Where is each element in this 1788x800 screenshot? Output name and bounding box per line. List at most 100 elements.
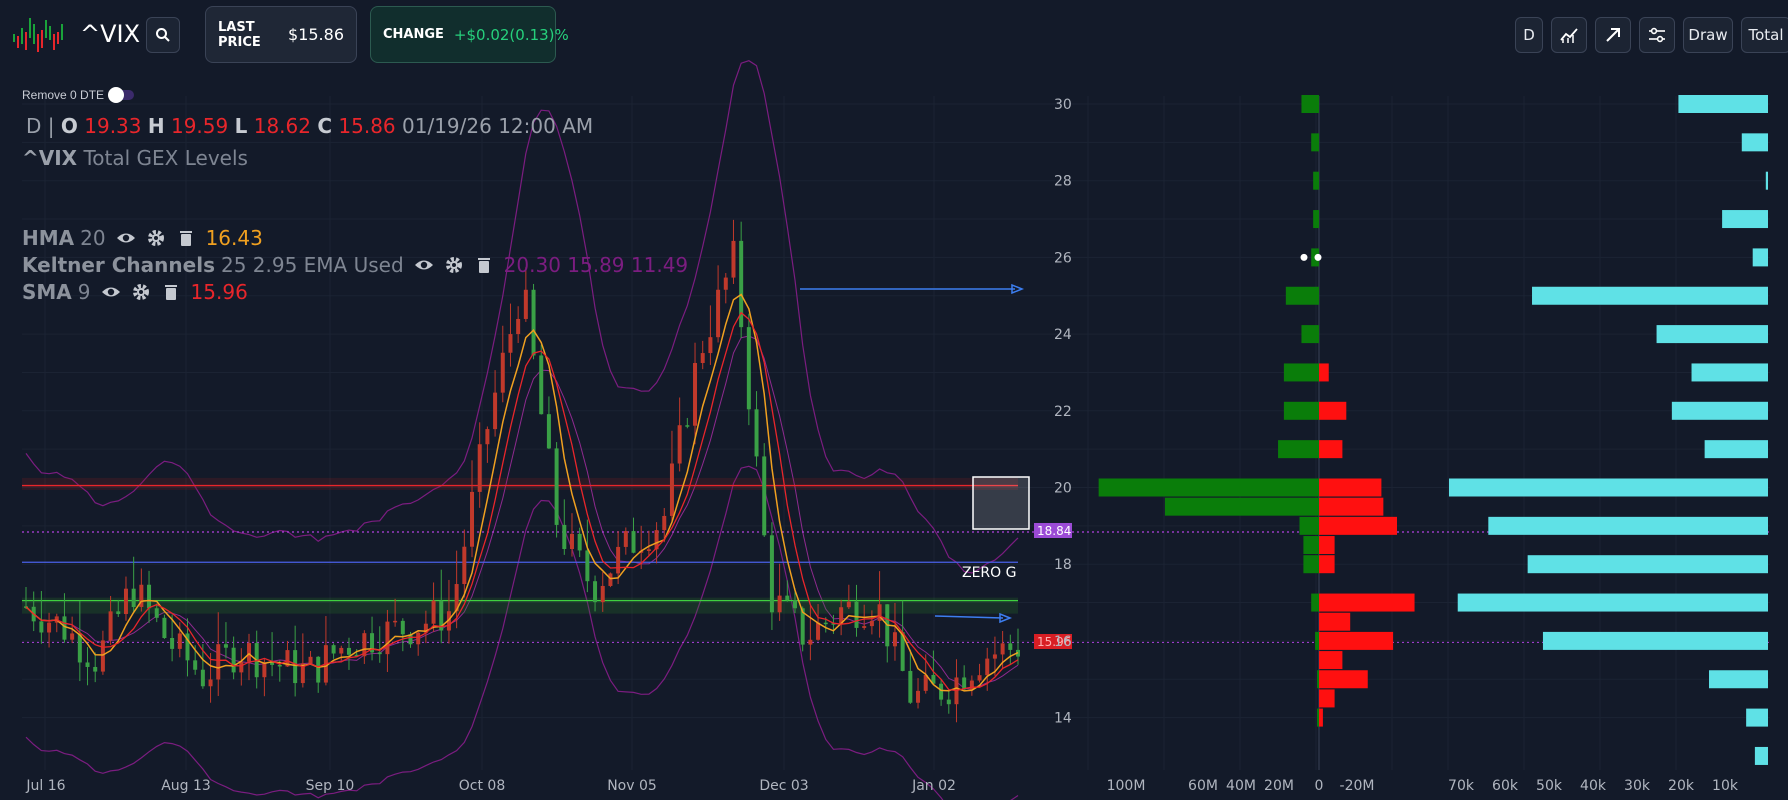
gex-bar: [1319, 612, 1351, 631]
search-button[interactable]: [146, 17, 180, 53]
candle-body: [1008, 643, 1013, 650]
change-value: +$0.02(0.13)%: [453, 25, 569, 44]
price-tag-upper: 18.84: [1037, 524, 1071, 538]
draw-label: Draw: [1688, 26, 1728, 44]
gex-bar: [1311, 248, 1319, 267]
eye-icon[interactable]: [116, 228, 136, 248]
candle-body: [316, 656, 321, 683]
total-gex-bar: [1722, 210, 1768, 229]
zero-gamma-label: ZERO G: [962, 565, 1016, 581]
candle-body: [485, 429, 490, 445]
remove-0dte-label: Remove 0 DTE: [22, 88, 105, 102]
candle-body: [193, 660, 198, 670]
top-bar: ^VIX LAST PRICE $15.86 CHANGE +$0.02(0.1…: [0, 0, 1788, 70]
candle-body: [962, 677, 967, 690]
gex-axis-label: 20M: [1264, 778, 1294, 794]
candle-body: [508, 334, 513, 353]
eye-icon[interactable]: [101, 282, 121, 302]
candle-body: [869, 620, 874, 627]
price-axis-label: 28: [1054, 174, 1072, 190]
candle-body: [669, 463, 674, 516]
candle-body: [70, 633, 75, 640]
settings-sliders-button[interactable]: [1639, 17, 1675, 53]
candle-body: [862, 626, 867, 628]
trend-line-button[interactable]: [1595, 17, 1631, 53]
candle-body: [685, 425, 690, 427]
candle-body: [385, 621, 390, 655]
gex-bar: [1319, 363, 1329, 382]
trend-arrow-icon: [1606, 28, 1620, 42]
total-gex-bar: [1765, 171, 1768, 190]
candle-body: [239, 661, 244, 673]
gex-levels: [22, 477, 1770, 643]
total-gex-axis-label: 70k: [1448, 778, 1475, 794]
gex-bar: [1319, 631, 1394, 650]
price-tag-current: 15.96: [1037, 635, 1071, 649]
candle-body: [162, 617, 167, 638]
time-axis-label: Jan 02: [911, 778, 956, 794]
candle-body: [423, 623, 428, 633]
candle-body: [554, 448, 559, 525]
candle-body: [523, 289, 528, 319]
gex-bar: [1319, 651, 1343, 670]
ohlc-close: 15.86: [338, 114, 396, 138]
gex-bar: [1319, 536, 1335, 555]
candle-body: [1016, 649, 1020, 657]
grid: [22, 96, 1770, 770]
trash-icon[interactable]: [161, 282, 181, 302]
candle-body: [116, 611, 121, 615]
draw-button[interactable]: Draw: [1683, 17, 1733, 53]
eye-icon[interactable]: [414, 255, 434, 275]
ohlc-open-label: O: [60, 114, 78, 138]
candle-body: [108, 611, 113, 641]
gex-axis-label: -20M: [1340, 778, 1375, 794]
chart-type-button[interactable]: [1551, 17, 1587, 53]
candle-body: [500, 352, 505, 393]
trash-icon[interactable]: [474, 255, 494, 275]
candle-body: [85, 662, 90, 667]
candle-body: [47, 622, 52, 633]
candle-body: [254, 643, 259, 678]
total-button[interactable]: Total: [1741, 17, 1788, 53]
candle-body: [285, 650, 290, 667]
gear-icon[interactable]: [131, 282, 151, 302]
indicator-keltner-value: 20.30 15.89 11.49: [503, 253, 689, 277]
gear-icon[interactable]: [444, 255, 464, 275]
total-gex-bar: [1656, 325, 1768, 344]
candle-body: [416, 632, 421, 645]
ohlc-low-label: L: [234, 114, 248, 138]
total-gex-bar: [1678, 95, 1768, 113]
total-gex-axis-label: 20k: [1668, 778, 1695, 794]
candle-body: [93, 666, 98, 672]
ohlc-low: 18.62: [253, 114, 311, 138]
gex-axis-label: 0: [1315, 778, 1324, 794]
timeframe-button[interactable]: D: [1515, 17, 1543, 53]
total-gex-bar: [1542, 631, 1768, 650]
total-gex-bar: [1532, 286, 1768, 305]
candle-body: [100, 640, 105, 672]
arrow-lower-head: [999, 612, 1013, 624]
time-axis-label: Oct 08: [459, 778, 505, 794]
remove-0dte-toggle-row: Remove 0 DTE: [22, 87, 135, 103]
candle-body: [846, 601, 851, 608]
candle-body: [916, 690, 921, 703]
candle-body: [785, 595, 790, 601]
candle-body: [200, 669, 205, 687]
gear-icon[interactable]: [146, 228, 166, 248]
candle-body: [769, 535, 774, 613]
change-box: CHANGE +$0.02(0.13)%: [370, 6, 569, 63]
total-gex-bar: [1527, 555, 1768, 574]
remove-0dte-toggle[interactable]: [108, 87, 135, 103]
candle-body: [1000, 643, 1005, 655]
subtitle-text: Total GEX Levels: [83, 146, 248, 170]
candle-body: [477, 444, 482, 492]
time-axis-label: Aug 13: [161, 778, 211, 794]
candle-body: [623, 531, 628, 547]
gex-marker: [1300, 253, 1308, 261]
gex-bar: [1317, 708, 1319, 727]
total-gex-axis-label: 30k: [1624, 778, 1651, 794]
trash-icon[interactable]: [176, 228, 196, 248]
gex-bar: [1319, 555, 1335, 574]
candle-body: [816, 622, 821, 640]
candle-body: [969, 680, 974, 690]
